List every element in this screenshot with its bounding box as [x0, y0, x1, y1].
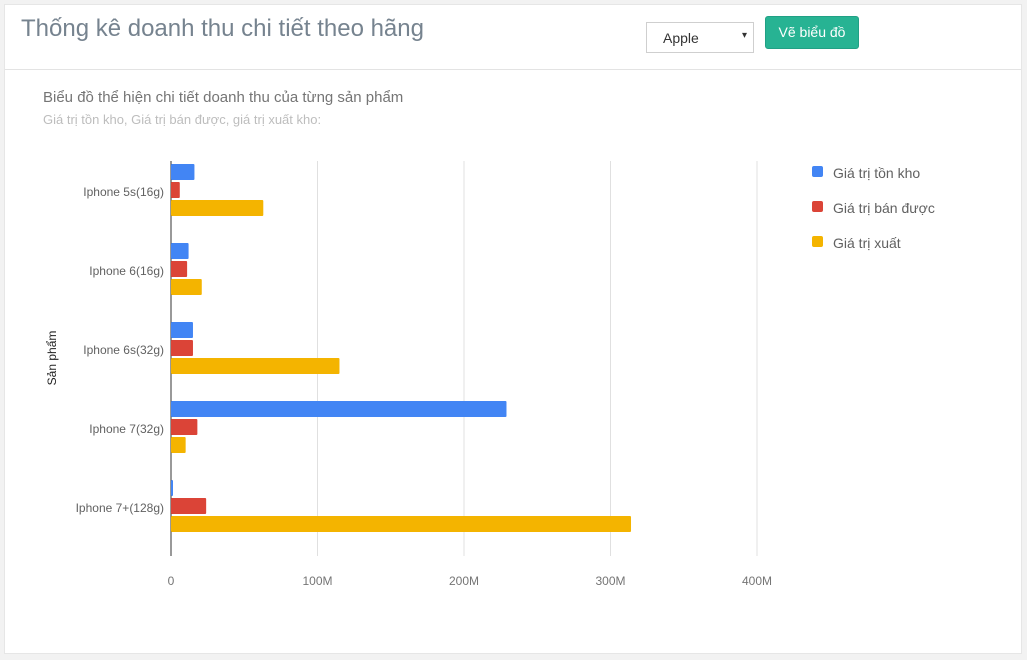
x-tick-label: 300M	[595, 574, 625, 588]
chart-subtitle: Giá trị tồn kho, Giá trị bán được, giá t…	[43, 112, 322, 127]
draw-chart-button[interactable]: Vẽ biểu đồ	[765, 16, 859, 49]
category-label: Iphone 6(16g)	[89, 264, 164, 278]
bar	[171, 164, 195, 180]
x-tick-label: 400M	[742, 574, 772, 588]
bar	[171, 200, 264, 216]
x-tick-label: 200M	[449, 574, 479, 588]
page-title: Thống kê doanh thu chi tiết theo hãng	[21, 15, 424, 42]
x-tick-label: 100M	[302, 574, 332, 588]
legend-swatch	[812, 201, 823, 212]
bar	[171, 516, 632, 532]
bar	[171, 401, 507, 417]
x-tick-label: 0	[168, 574, 175, 588]
chart-title: Biểu đồ thể hiện chi tiết doanh thu của …	[43, 89, 404, 106]
legend-label: Giá trị tồn kho	[833, 165, 920, 181]
panel-header: Thống kê doanh thu chi tiết theo hãng Ap…	[5, 5, 1021, 70]
legend-label: Giá trị xuất	[833, 235, 901, 251]
bar	[171, 437, 186, 453]
chevron-down-icon: ▾	[741, 30, 747, 41]
category-label: Iphone 7(32g)	[89, 422, 164, 436]
bar	[171, 279, 202, 295]
bar	[171, 498, 207, 514]
bar	[171, 261, 188, 277]
bar	[171, 340, 193, 356]
bar	[171, 480, 173, 496]
bar	[171, 322, 193, 338]
legend-label: Giá trị bán được	[833, 200, 935, 216]
category-label: Iphone 6s(32g)	[83, 343, 164, 357]
brand-select[interactable]: Apple ▾	[646, 22, 754, 53]
bar	[171, 182, 180, 198]
bar	[171, 358, 340, 374]
bar	[171, 419, 198, 435]
y-axis-title: Sản phẩm	[45, 331, 59, 386]
brand-select-value: Apple	[663, 30, 699, 46]
category-label: Iphone 5s(16g)	[83, 185, 164, 199]
legend-swatch	[812, 166, 823, 177]
bar	[171, 243, 189, 259]
legend-swatch	[812, 236, 823, 247]
category-label: Iphone 7+(128g)	[76, 501, 164, 515]
